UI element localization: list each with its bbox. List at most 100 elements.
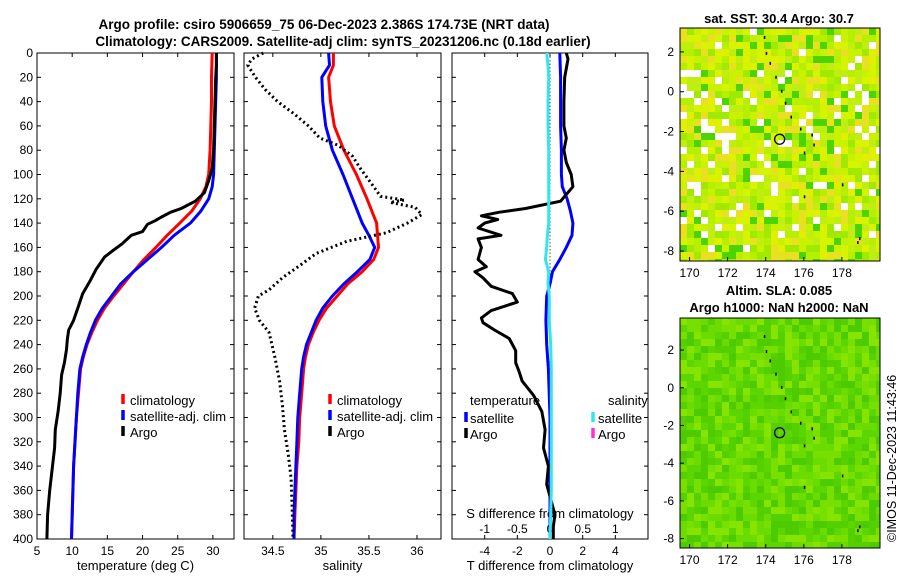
map-cell — [729, 224, 736, 231]
map-cell — [862, 458, 869, 465]
map-cell — [869, 28, 876, 35]
map-cell — [806, 451, 813, 458]
map-cell — [799, 35, 806, 42]
map-cell — [687, 339, 694, 346]
map-cell — [771, 189, 778, 196]
map-cell — [722, 231, 729, 238]
map-cell — [680, 388, 687, 395]
map-cell — [862, 98, 869, 105]
map-cell — [729, 245, 736, 252]
map-cell — [764, 210, 771, 217]
map-cell — [757, 493, 764, 500]
x-tick-label: 170 — [680, 553, 700, 567]
map-cell — [876, 70, 880, 77]
map-cell — [764, 339, 771, 346]
map-cell — [869, 430, 876, 437]
map-cell — [722, 346, 729, 353]
map-cell — [757, 528, 764, 535]
map-cell — [715, 472, 722, 479]
map-cell — [736, 91, 743, 98]
map-cell — [792, 252, 799, 259]
map-cell — [750, 189, 757, 196]
map-cell — [708, 332, 715, 339]
map-cell — [722, 542, 729, 548]
map-cell — [827, 84, 834, 91]
map-cell — [750, 28, 757, 35]
map-cell — [771, 42, 778, 49]
map-cell — [834, 98, 841, 105]
map-cell — [722, 500, 729, 507]
map-cell — [757, 175, 764, 182]
map-cell — [827, 154, 834, 161]
map-cell — [701, 259, 708, 261]
map-cell — [799, 49, 806, 56]
map-cell — [841, 437, 848, 444]
map-cell — [855, 465, 862, 472]
map-cell — [806, 423, 813, 430]
map-cell — [806, 542, 813, 548]
map-cell — [694, 28, 701, 35]
map-cell — [743, 500, 750, 507]
map-cell — [806, 444, 813, 451]
x-tick-label: 35 — [314, 544, 328, 558]
map-cell — [813, 182, 820, 189]
map-cell — [715, 318, 722, 325]
map-cell — [785, 133, 792, 140]
map-cell — [876, 175, 880, 182]
map-cell — [722, 140, 729, 147]
map-cell — [806, 528, 813, 535]
map-cell — [715, 542, 722, 548]
title-line1: Argo profile: csiro 5906659_75 06-Dec-20… — [99, 17, 550, 32]
map-cell — [827, 119, 834, 126]
map-cell — [729, 112, 736, 119]
island — [813, 436, 815, 440]
map-cell — [862, 346, 869, 353]
map-cell — [715, 112, 722, 119]
map-cell — [722, 458, 729, 465]
map-cell — [792, 217, 799, 224]
map-cell — [750, 49, 757, 56]
map-cell — [694, 154, 701, 161]
map-cell — [862, 332, 869, 339]
map-cell — [743, 245, 750, 252]
map-cell — [687, 493, 694, 500]
x-tick-label: 10 — [65, 544, 79, 558]
map-cell — [806, 196, 813, 203]
map-cell — [792, 493, 799, 500]
map-cell — [715, 507, 722, 514]
map-cell — [771, 126, 778, 133]
map-cell — [736, 238, 743, 245]
map-cell — [834, 318, 841, 325]
map-cell — [841, 444, 848, 451]
map-cell — [855, 444, 862, 451]
map-cell — [722, 126, 729, 133]
map-cell — [764, 84, 771, 91]
map-cell — [743, 374, 750, 381]
map-cell — [785, 346, 792, 353]
map-cell — [715, 500, 722, 507]
map-cell — [757, 332, 764, 339]
map-cell — [841, 416, 848, 423]
map-cell — [834, 465, 841, 472]
map-cell — [694, 479, 701, 486]
map-cell — [778, 105, 785, 112]
map-cell — [757, 112, 764, 119]
map-cell — [722, 133, 729, 140]
map-cell — [869, 238, 876, 245]
map-cell — [876, 154, 880, 161]
map-cell — [799, 126, 806, 133]
map-cell — [792, 98, 799, 105]
map-cell — [757, 77, 764, 84]
map-cell — [827, 28, 834, 35]
map-cell — [778, 70, 785, 77]
map-cell — [729, 416, 736, 423]
map-cell — [813, 395, 820, 402]
map-cell — [792, 133, 799, 140]
map-cell — [827, 70, 834, 77]
map-cell — [813, 409, 820, 416]
map-cell — [701, 374, 708, 381]
map-cell — [680, 224, 687, 231]
map-cell — [694, 203, 701, 210]
map-cell — [792, 112, 799, 119]
map-cell — [715, 451, 722, 458]
